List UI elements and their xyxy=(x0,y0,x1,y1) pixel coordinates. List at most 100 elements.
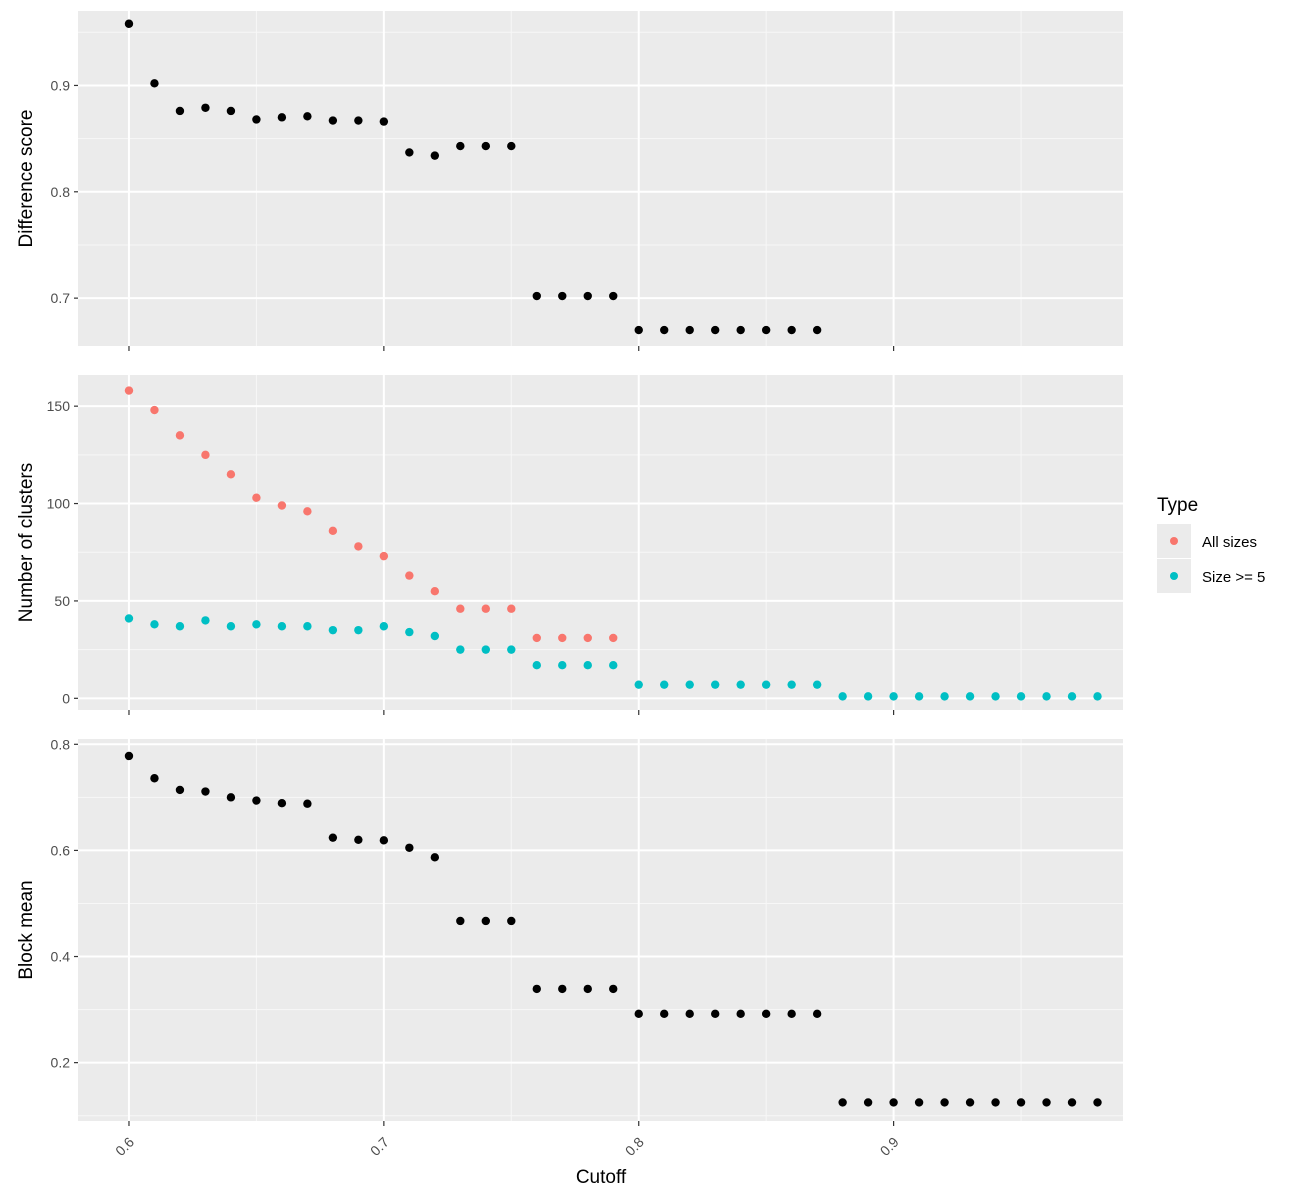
data-point xyxy=(201,103,210,112)
data-point xyxy=(175,622,185,631)
data-point xyxy=(354,116,363,125)
data-point xyxy=(456,604,465,613)
x-tick-label: 0.9 xyxy=(877,1134,902,1159)
data-point xyxy=(634,325,643,335)
data-point xyxy=(430,631,440,641)
data-point xyxy=(838,1098,847,1107)
data-point xyxy=(787,325,796,335)
data-point xyxy=(787,680,796,689)
data-point xyxy=(761,1009,771,1019)
legend-label-all-sizes: All sizes xyxy=(1202,534,1257,551)
chart-panels: 0.7 0.8 0.9 Difference score 0 50 100 150 Number… xyxy=(16,11,1123,1126)
y-tick-label: 0.2 xyxy=(51,1055,71,1071)
data-point xyxy=(507,916,516,926)
legend-title: Type xyxy=(1157,495,1198,516)
data-point xyxy=(889,692,898,701)
x-tick-label: 0.8 xyxy=(622,1134,647,1159)
data-point xyxy=(558,661,567,670)
y-tick-label: 0.4 xyxy=(51,949,71,965)
data-point xyxy=(889,1098,898,1107)
data-point xyxy=(481,141,491,151)
data-point xyxy=(277,113,287,122)
data-point xyxy=(150,620,159,629)
data-point xyxy=(634,680,643,689)
data-point xyxy=(379,551,389,561)
data-point xyxy=(175,431,185,440)
data-point xyxy=(303,112,312,121)
data-point xyxy=(609,291,618,301)
data-point xyxy=(481,604,491,613)
panel-1: 0.7 0.8 0.9 Difference score xyxy=(16,11,1123,351)
data-point xyxy=(532,661,541,670)
data-point xyxy=(1042,1098,1051,1107)
data-point xyxy=(430,151,440,160)
data-point xyxy=(252,796,261,805)
data-point xyxy=(1067,1098,1077,1107)
x-tick-label: 0.6 xyxy=(112,1134,137,1159)
data-point xyxy=(507,645,516,654)
data-point xyxy=(812,325,822,335)
x-tick-label: 0.7 xyxy=(367,1134,392,1159)
data-point xyxy=(175,106,185,116)
legend-key-size-5 xyxy=(1170,572,1178,580)
data-point xyxy=(710,680,720,689)
data-point xyxy=(252,620,261,629)
data-point xyxy=(583,633,592,643)
panel-background xyxy=(78,739,1123,1121)
data-point xyxy=(736,325,745,335)
data-point xyxy=(226,793,236,802)
panel-background xyxy=(78,375,1123,710)
data-point xyxy=(379,622,389,631)
data-point xyxy=(863,692,873,701)
panel-background xyxy=(78,11,1123,346)
data-point xyxy=(277,501,287,510)
data-point xyxy=(1093,1098,1102,1107)
data-point xyxy=(124,614,134,623)
data-point xyxy=(481,916,491,926)
data-point xyxy=(965,692,975,701)
data-point xyxy=(812,1009,822,1019)
data-point xyxy=(354,835,363,845)
data-point xyxy=(736,680,745,689)
y-tick-label: 0.8 xyxy=(51,184,71,200)
data-point xyxy=(660,680,669,689)
y-axis-title: Block mean xyxy=(16,880,37,979)
data-point xyxy=(558,984,567,994)
panel-3: 0.2 0.4 0.6 0.8 Block mean xyxy=(16,736,1123,1126)
data-point xyxy=(710,325,720,335)
data-point xyxy=(379,117,389,126)
data-point xyxy=(710,1009,720,1019)
y-axis-title: Difference score xyxy=(16,110,37,248)
data-point xyxy=(940,692,949,701)
data-point xyxy=(150,405,159,415)
data-point xyxy=(456,141,465,151)
y-tick-label: 0 xyxy=(62,690,70,706)
y-axis-title: Number of clusters xyxy=(16,463,37,622)
data-point xyxy=(609,633,618,643)
data-point xyxy=(226,470,236,479)
data-point xyxy=(685,1009,694,1019)
data-point xyxy=(761,680,771,689)
data-point xyxy=(787,1009,796,1019)
data-point xyxy=(252,493,261,502)
data-point xyxy=(507,141,516,151)
data-point xyxy=(965,1098,975,1107)
data-point xyxy=(430,853,440,862)
data-point xyxy=(252,115,261,124)
data-point xyxy=(583,661,592,670)
data-point xyxy=(685,325,694,335)
data-point xyxy=(124,751,134,761)
data-point xyxy=(430,586,440,596)
data-point xyxy=(991,1098,1000,1107)
data-point xyxy=(226,622,236,631)
data-point xyxy=(532,291,541,301)
data-point xyxy=(124,19,134,28)
data-point xyxy=(583,984,592,994)
data-point xyxy=(736,1009,745,1019)
legend-label-size-5: Size >= 5 xyxy=(1202,569,1265,586)
data-point xyxy=(609,661,618,670)
data-point xyxy=(634,1009,643,1019)
data-point xyxy=(405,627,414,637)
legend-key-all-sizes xyxy=(1170,537,1178,545)
data-point xyxy=(609,984,618,994)
